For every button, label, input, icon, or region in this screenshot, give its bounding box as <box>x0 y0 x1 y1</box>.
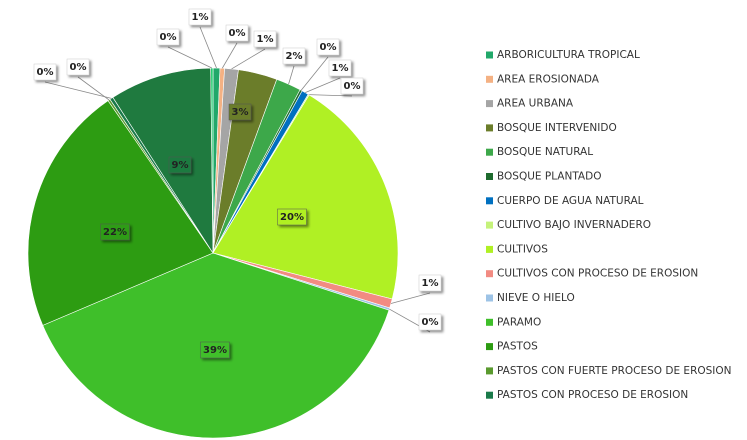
data-label: 0% <box>320 42 337 53</box>
data-label: 0% <box>70 62 87 73</box>
legend-swatch <box>486 221 493 229</box>
leader-line <box>167 46 213 69</box>
legend-label: AREA URBANA <box>497 98 574 110</box>
label-box <box>188 8 212 26</box>
legend-label: BOSQUE INTERVENIDO <box>497 122 617 134</box>
legend-label: PARAMO <box>497 316 541 328</box>
data-label: 0% <box>229 28 246 39</box>
data-label: 0% <box>160 32 177 43</box>
label-box <box>200 341 230 359</box>
data-label: 39% <box>203 345 227 356</box>
label-box <box>253 30 277 48</box>
legend-swatch <box>486 173 493 180</box>
legend-label: CULTIVOS CON PROCESO DE EROSION <box>497 268 698 280</box>
pie-slice <box>27 100 214 326</box>
legend-swatch <box>486 343 493 351</box>
legend-label: PASTOS CON FUERTE PROCESO DE EROSION <box>497 365 732 377</box>
leader-line <box>231 48 266 70</box>
data-label: 22% <box>103 227 127 238</box>
legend-label: CULTIVO BAJO INVERNADERO <box>497 219 651 231</box>
leader-line <box>288 65 295 85</box>
legend-swatch <box>486 245 493 253</box>
legend-swatch <box>486 124 493 132</box>
label-box <box>66 58 90 76</box>
label-box <box>33 63 57 81</box>
data-label: 0% <box>344 81 361 92</box>
data-label: 20% <box>280 212 304 223</box>
leader-line <box>300 56 329 91</box>
leader-line <box>199 26 217 69</box>
legend-label: BOSQUE PLANTADO <box>497 171 601 183</box>
data-label: 1% <box>422 278 439 289</box>
pie-slice <box>112 67 214 255</box>
legend-swatch <box>486 391 493 399</box>
legend-swatch <box>486 75 493 83</box>
label-box <box>418 313 442 331</box>
legend-swatch <box>486 148 493 156</box>
label-box <box>418 274 442 292</box>
label-box <box>340 77 364 95</box>
data-label: 1% <box>192 12 209 23</box>
leader-line <box>390 292 431 304</box>
legend-swatch <box>486 100 493 108</box>
pie-slice <box>212 94 399 300</box>
label-box <box>228 103 252 121</box>
data-label: 2% <box>286 51 303 62</box>
legend-label: CUERPO DE AGUA NATURAL <box>497 195 644 207</box>
label-box <box>316 38 340 56</box>
legend-label: AREA EROSIONADA <box>497 73 600 85</box>
legend-label: ARBORICULTURA TROPICAL <box>497 49 640 61</box>
label-box <box>277 208 307 226</box>
label-box <box>282 47 306 65</box>
label-box <box>328 59 352 77</box>
data-label: 0% <box>422 317 439 328</box>
legend-swatch <box>486 51 493 59</box>
legend-label: PASTOS <box>497 341 538 353</box>
leader-line <box>305 77 341 93</box>
label-box <box>100 223 130 241</box>
leader-line <box>308 94 353 97</box>
data-label: 9% <box>172 160 189 171</box>
legend-swatch <box>486 318 493 326</box>
data-label: 1% <box>332 63 349 74</box>
leader-line <box>44 81 112 99</box>
data-label: 1% <box>257 34 274 45</box>
legend-swatch <box>486 367 493 375</box>
leader-line <box>221 42 238 69</box>
legend-label: PASTOS CON PROCESO DE EROSION <box>497 389 688 401</box>
legend-label: CULTIVOS <box>497 243 548 255</box>
label-box <box>156 28 180 46</box>
legend-label: NIEVE O HIELO <box>497 292 575 304</box>
label-box <box>225 24 249 42</box>
label-box <box>168 156 192 174</box>
legend-swatch <box>486 294 493 302</box>
legend-label: BOSQUE NATURAL <box>497 146 593 158</box>
legend-swatch <box>486 270 493 278</box>
data-label: 0% <box>37 67 54 78</box>
legend-swatch <box>486 197 493 205</box>
data-label: 3% <box>232 107 249 118</box>
